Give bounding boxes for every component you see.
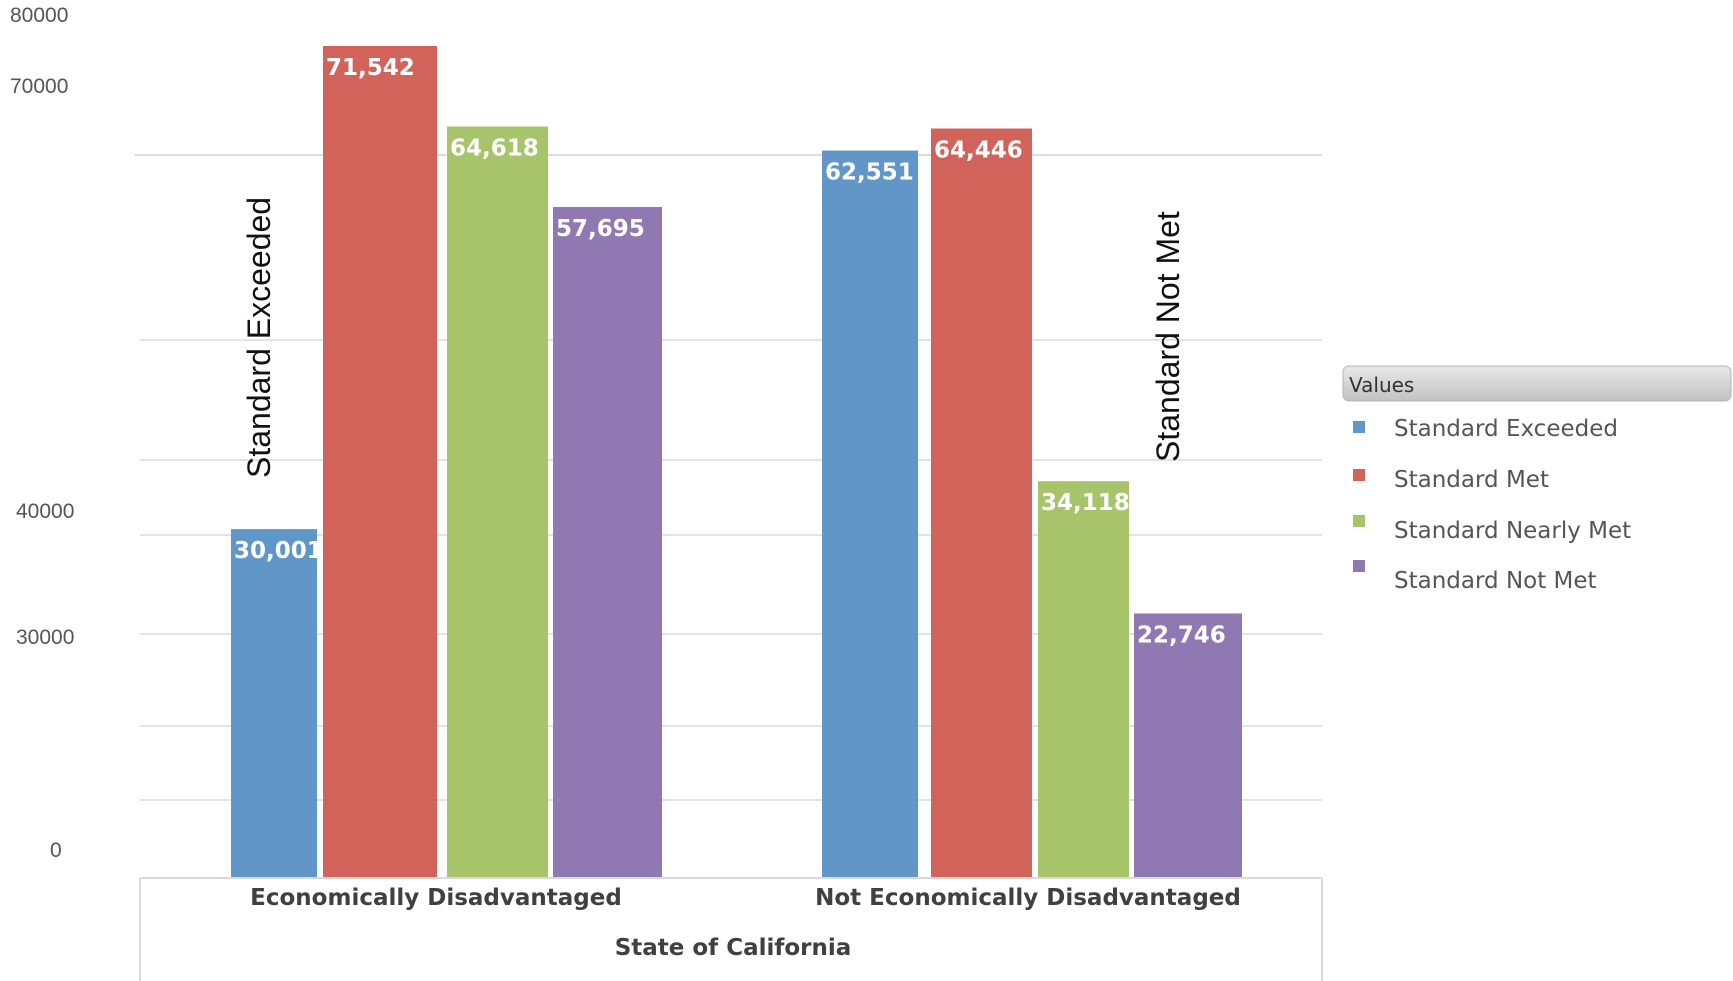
legend-swatch	[1353, 421, 1365, 433]
legend-label: Standard Met	[1394, 467, 1549, 493]
data-label: 62,551	[825, 160, 914, 186]
y-tick-label: 70000	[10, 75, 68, 98]
data-label: 30,001	[234, 538, 323, 564]
bar-standard-not-met-not-econ-disadv	[1134, 613, 1242, 878]
legend-label: Standard Nearly Met	[1394, 518, 1631, 544]
data-label: 34,118	[1041, 490, 1130, 516]
x-axis-title: State of California	[615, 935, 852, 961]
category-label-not-econ-disadv: Not Economically Disadvantaged	[815, 885, 1241, 911]
data-label: 57,695	[556, 216, 645, 242]
bar-standard-met-econ-disadv	[323, 46, 437, 878]
bar-standard-exceeded-econ-disadv	[231, 529, 317, 878]
legend-header	[1342, 365, 1732, 402]
data-label: 71,542	[326, 55, 415, 81]
legend-label: Standard Exceeded	[1394, 416, 1618, 442]
data-label: 64,618	[450, 136, 539, 162]
bar-standard-met-not-econ-disadv	[931, 128, 1032, 878]
bars	[231, 46, 1242, 879]
legend: Values Standard Exceeded Standard Met St…	[1342, 365, 1732, 594]
annotation-standard-not-met: Standard Not Met	[1150, 211, 1186, 462]
legend-title: Values	[1349, 373, 1414, 397]
category-label-econ-disadv: Economically Disadvantaged	[250, 885, 622, 911]
annotation-standard-exceeded: Standard Exceeded	[241, 197, 277, 478]
y-tick-label: 80000	[10, 4, 68, 27]
bar-standard-exceeded-not-econ-disadv	[822, 150, 918, 878]
y-axis-ticks: 80000 70000 40000 30000 0	[10, 4, 74, 862]
y-tick-label: 40000	[16, 500, 74, 523]
x-axis-area: Economically Disadvantaged Not Economica…	[139, 877, 1323, 981]
data-label: 64,446	[934, 138, 1023, 164]
legend-swatch	[1353, 560, 1365, 572]
legend-swatch	[1353, 515, 1365, 527]
bar-standard-nearly-met-not-econ-disadv	[1038, 481, 1129, 878]
bar-standard-nearly-met-econ-disadv	[447, 126, 548, 878]
legend-swatch	[1353, 469, 1365, 481]
data-label: 22,746	[1137, 622, 1226, 648]
bar-standard-not-met-econ-disadv	[553, 207, 662, 879]
legend-label: Standard Not Met	[1394, 568, 1597, 594]
y-tick-label: 0	[50, 839, 62, 862]
data-labels: 30,001 71,542 64,618 57,695 62,551 64,44…	[234, 55, 1226, 648]
y-tick-label: 30000	[16, 626, 74, 649]
